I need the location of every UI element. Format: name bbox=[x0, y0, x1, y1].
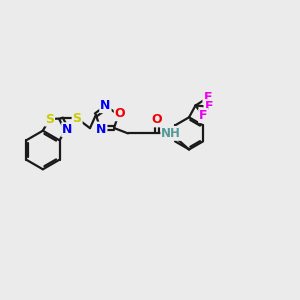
Text: F: F bbox=[199, 109, 208, 122]
Text: S: S bbox=[45, 112, 54, 125]
Text: O: O bbox=[115, 107, 125, 120]
Text: S: S bbox=[73, 112, 82, 125]
Text: O: O bbox=[152, 113, 162, 126]
Text: F: F bbox=[203, 91, 212, 104]
Text: F: F bbox=[205, 100, 213, 113]
Text: N: N bbox=[100, 99, 111, 112]
Text: N: N bbox=[62, 123, 73, 136]
Text: NH: NH bbox=[161, 127, 181, 140]
Text: N: N bbox=[96, 123, 106, 136]
